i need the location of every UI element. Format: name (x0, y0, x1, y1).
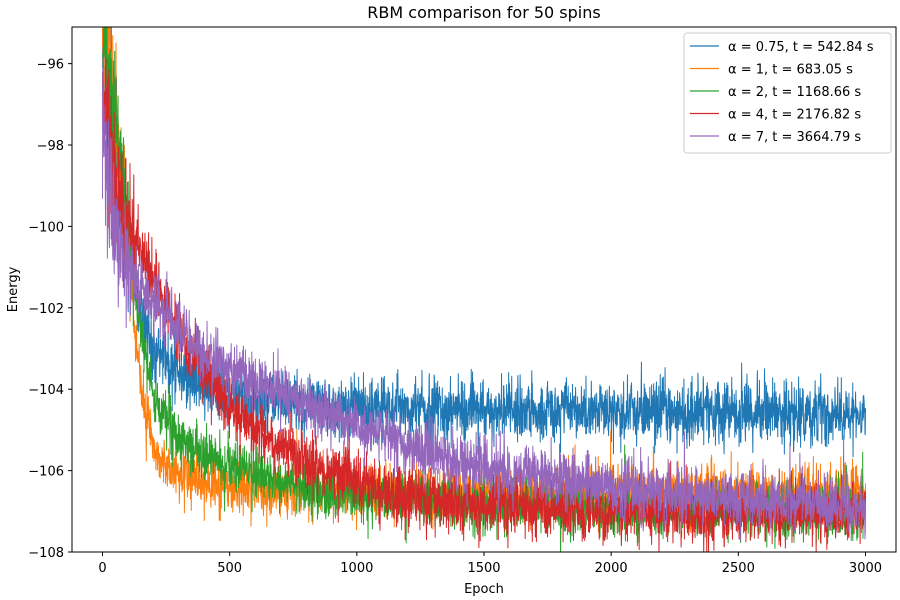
x-tick-label: 3000 (849, 561, 882, 576)
y-axis: −108 −106 −104 −102 −100 −98 −96 (28, 58, 72, 561)
y-tick-label: −106 (28, 465, 64, 480)
legend-box (683, 32, 892, 154)
y-tick-label: −102 (28, 302, 64, 317)
legend-label: α = 0.75, t = 542.84 s (728, 40, 874, 55)
x-tick-label: 500 (217, 561, 242, 576)
series-line-4 (102, 53, 866, 542)
x-tick-label: 0 (98, 561, 106, 576)
y-tick-label: −108 (28, 546, 64, 561)
chart-title: RBM comparison for 50 spins (367, 3, 600, 22)
y-tick-label: −104 (28, 383, 64, 398)
legend-label: α = 1, t = 683.05 s (728, 63, 853, 78)
y-tick-label: −100 (28, 220, 64, 235)
x-tick-label: 2000 (595, 561, 628, 576)
legend-label: α = 7, t = 3664.79 s (728, 130, 861, 145)
series-layer (102, 27, 866, 552)
legend-label: α = 4, t = 2176.82 s (728, 108, 861, 123)
x-axis: 0 500 1000 1500 2000 2500 3000 (98, 552, 882, 576)
y-tick-label: −98 (37, 139, 64, 154)
x-tick-label: 2500 (722, 561, 755, 576)
legend-label: α = 2, t = 1168.66 s (728, 85, 861, 100)
legend: α = 0.75, t = 542.84 s α = 1, t = 683.05 … (683, 32, 892, 154)
y-axis-label: Energy (6, 266, 21, 312)
x-tick-label: 1000 (340, 561, 373, 576)
x-tick-label: 1500 (467, 561, 500, 576)
y-tick-label: −96 (37, 58, 64, 73)
x-axis-label: Epoch (464, 582, 504, 597)
